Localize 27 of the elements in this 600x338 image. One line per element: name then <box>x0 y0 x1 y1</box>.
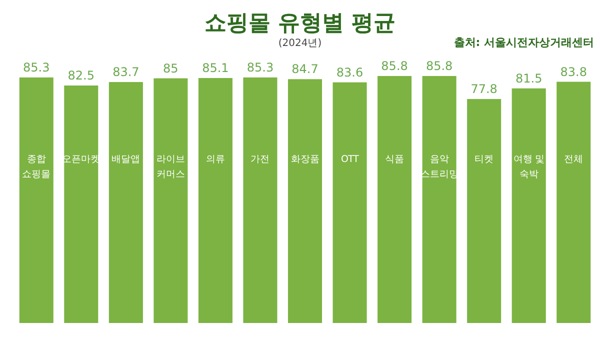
data-label: 85.3 <box>246 60 274 74</box>
data-label: 82.5 <box>68 68 95 82</box>
x-tick-label: 화장품 <box>290 154 320 165</box>
data-label: 83.6 <box>336 65 364 80</box>
x-tick-label: OTT <box>341 154 360 165</box>
data-label: 85.8 <box>426 59 453 73</box>
x-tick-label: 라이브 커머스 <box>156 154 186 180</box>
x-tick-label: 티켓 <box>474 154 494 165</box>
x-tick-label: 가전 <box>250 154 270 165</box>
data-label: 85 <box>163 61 178 76</box>
data-label: 83.7 <box>112 65 140 80</box>
data-label: 81.5 <box>515 71 542 86</box>
data-label: 83.8 <box>560 64 587 79</box>
x-tick-label: 여행 및 숙박 <box>513 154 545 180</box>
x-tick-label: 종합 쇼핑몰 <box>22 154 52 180</box>
chart-title: 쇼핑몰 유형별 평균 <box>204 11 396 36</box>
x-tick-label: 배달앱 <box>112 154 140 165</box>
data-label: 85.8 <box>381 59 408 73</box>
data-label: 85.1 <box>202 61 229 76</box>
data-label: 77.8 <box>470 82 498 96</box>
x-tick-label: 식품 <box>385 154 405 165</box>
x-tick-label: 전체 <box>564 154 584 165</box>
chart-subtitle: (2024년) <box>278 38 322 49</box>
x-tick-label: 의류 <box>206 154 226 165</box>
data-label: 85.3 <box>23 60 50 74</box>
source-note: 출처: 서울시전자상거래센터 <box>454 36 594 49</box>
data-label: 84.7 <box>292 62 318 76</box>
